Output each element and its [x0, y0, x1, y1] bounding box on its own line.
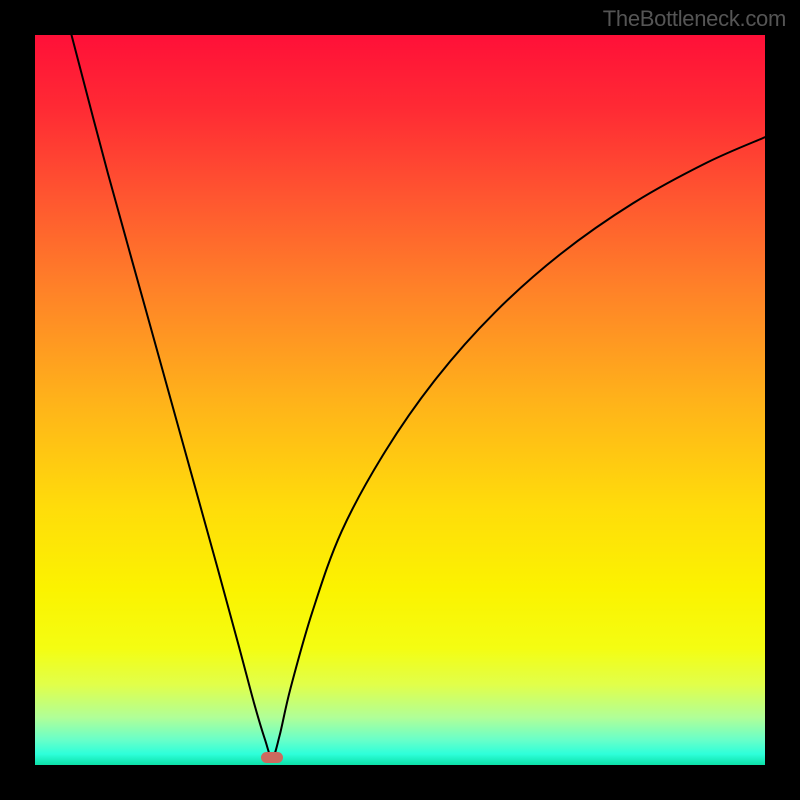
bottleneck-chart: [35, 35, 765, 765]
optimal-point-marker: [261, 752, 283, 763]
bottleneck-curve: [35, 35, 765, 765]
watermark-text: TheBottleneck.com: [603, 6, 786, 32]
